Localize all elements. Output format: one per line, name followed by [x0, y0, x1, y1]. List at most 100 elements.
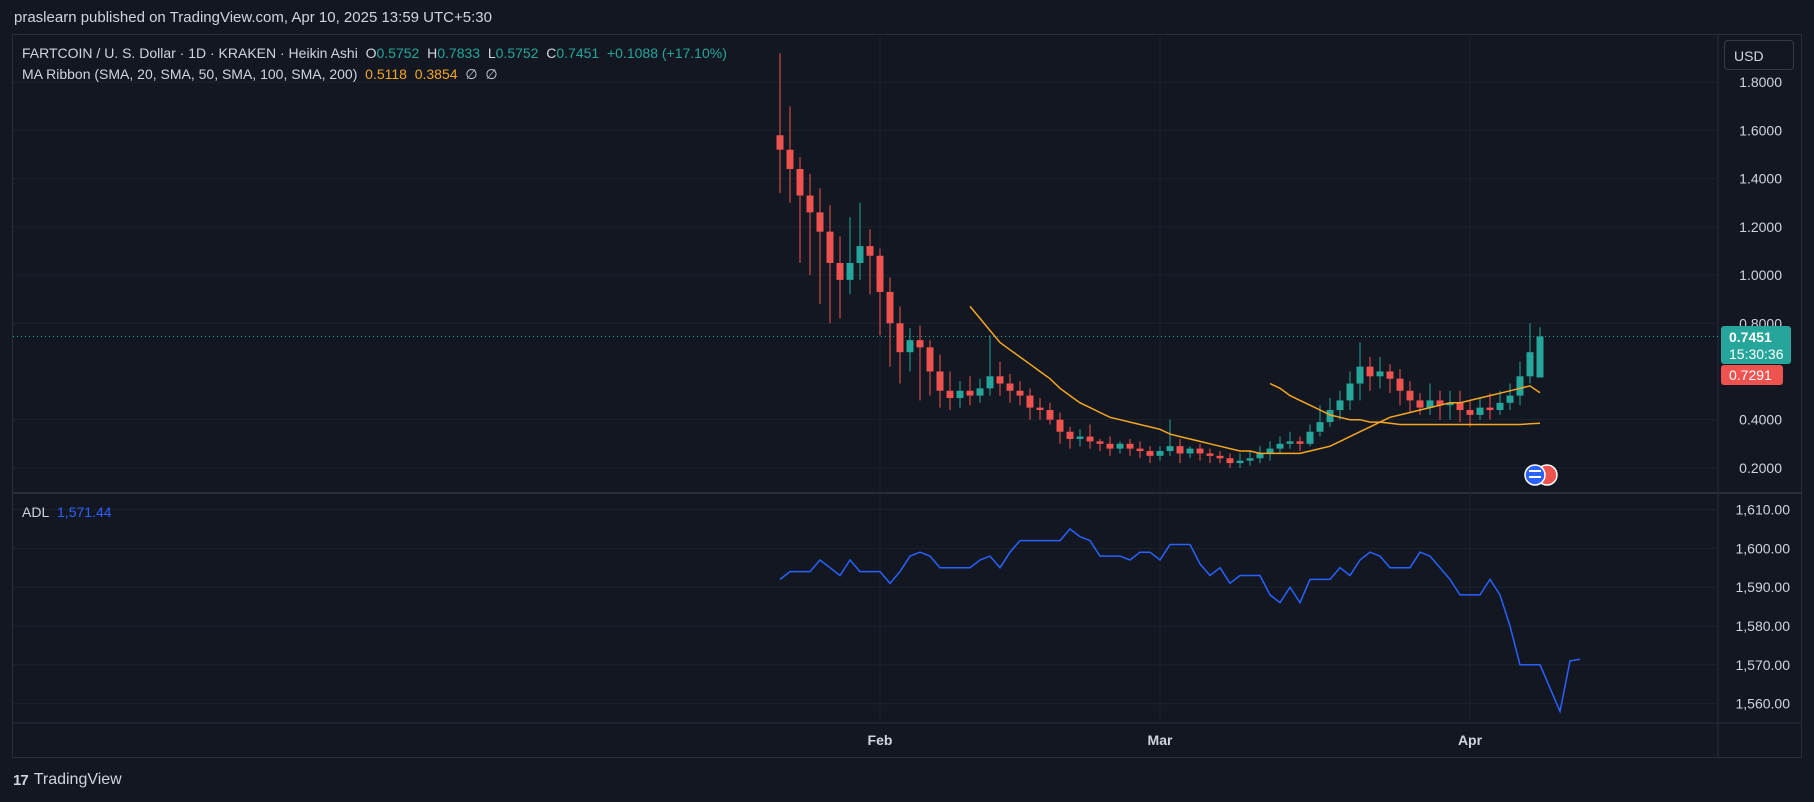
candle-body [1036, 407, 1044, 411]
candle-body [1046, 410, 1054, 420]
ma20-line [969, 305, 1541, 455]
candle-body [966, 390, 974, 396]
candle-body [1086, 436, 1094, 442]
adl-tick-label: 1,600.00 [1736, 540, 1791, 556]
candle-body [976, 388, 984, 396]
candle-body [1366, 366, 1374, 377]
candle-body [1286, 441, 1294, 444]
adl-legend: ADL 1,571.44 [22, 504, 112, 520]
candle-body [1486, 407, 1494, 411]
candle-body [1506, 395, 1514, 403]
publisher-header: praslearn published on TradingView.com, … [14, 9, 492, 26]
y-tick-label: 0.2000 [1739, 460, 1782, 476]
candle-body [1226, 458, 1234, 464]
candle-body [1196, 448, 1204, 454]
adl-label[interactable]: ADL [22, 504, 50, 520]
y-tick-label: 1.8000 [1739, 74, 1782, 90]
candle-body [1466, 410, 1474, 415]
candle-body [856, 246, 864, 263]
currency-button[interactable]: USD [1724, 40, 1794, 70]
candle-body [1416, 400, 1424, 408]
candle-body [846, 263, 854, 280]
us-flag-icon [1524, 464, 1546, 486]
candle-body [946, 390, 954, 398]
candle-body [1406, 390, 1414, 401]
candle-body [926, 347, 934, 372]
x-tick-label: Mar [1148, 732, 1173, 748]
ma-value-2: 0.3854 [414, 66, 458, 82]
adl-tick-label: 1,590.00 [1736, 579, 1791, 595]
candle-body [1386, 371, 1394, 379]
y-tick-label: 1.4000 [1739, 171, 1782, 187]
candle-body [906, 340, 914, 353]
candle-body [816, 212, 824, 232]
candle-body [1356, 366, 1364, 384]
candle-body [1346, 383, 1354, 401]
candle-body [1516, 376, 1524, 396]
candle-body [1206, 453, 1214, 456]
candle-body [1156, 451, 1164, 456]
low-value: 0.5752 [495, 45, 539, 61]
candle-body [826, 231, 834, 263]
candle-body [1256, 453, 1264, 459]
candle-body [1296, 441, 1304, 444]
candle-body [916, 340, 924, 348]
adl-value: 1,571.44 [57, 504, 112, 520]
candle-body [1306, 431, 1314, 444]
candle-body [1026, 395, 1034, 408]
candle-body [1016, 390, 1024, 396]
candle-body [1076, 436, 1084, 439]
candle-body [1246, 458, 1254, 461]
x-tick-label: Apr [1458, 732, 1483, 748]
symbol-title[interactable]: FARTCOIN / U. S. Dollar · 1D · KRAKEN · … [22, 45, 358, 61]
candle-body [876, 255, 884, 292]
candle-body [1326, 410, 1334, 423]
candle-body [1336, 400, 1344, 411]
countdown-value: 15:30:36 [1729, 346, 1784, 362]
candle-body [1426, 400, 1434, 408]
ma-price-value: 0.7291 [1729, 367, 1772, 383]
tradingview-brand: TradingView [33, 771, 122, 788]
candle-body [1456, 402, 1464, 411]
candle-body [1216, 455, 1224, 459]
candle-body [1476, 407, 1484, 415]
high-label: H [427, 45, 438, 61]
tradingview-footer[interactable]: 17 TradingView [13, 771, 122, 789]
candle-body [1056, 419, 1064, 432]
close-value: 0.7451 [556, 45, 600, 61]
ma-ribbon-legend: MA Ribbon (SMA, 20, SMA, 50, SMA, 100, S… [22, 66, 498, 83]
candle-body [1146, 451, 1154, 456]
candle-body [896, 323, 904, 353]
candle-body [996, 376, 1004, 384]
chart-frame [12, 34, 1802, 758]
candle-body [1136, 448, 1144, 452]
candle-body [936, 371, 944, 391]
open-value: 0.5752 [376, 45, 420, 61]
adl-line [779, 527, 1581, 714]
candle-body [1186, 448, 1194, 454]
candle-body [836, 263, 844, 280]
candle-body [1236, 460, 1244, 464]
candle-body [1126, 443, 1134, 449]
flag-stripe [1529, 476, 1541, 478]
candle-body [886, 291, 894, 324]
candle-body [1266, 448, 1274, 454]
ma50-line [1269, 382, 1541, 426]
candle-body [1166, 446, 1174, 452]
y-tick-label: 1.0000 [1739, 267, 1782, 283]
x-tick-label: Feb [868, 732, 893, 748]
ma-ribbon-label[interactable]: MA Ribbon (SMA, 20, SMA, 50, SMA, 100, S… [22, 66, 358, 82]
adl-tick-label: 1,610.00 [1736, 502, 1791, 518]
candle-body [1436, 400, 1444, 406]
last-price-tag: 0.7451 15:30:36 [1721, 326, 1791, 364]
adl-tick-label: 1,560.00 [1736, 696, 1791, 712]
ma-price-tag: 0.7291 [1721, 365, 1783, 385]
low-label: L [487, 45, 496, 61]
adl-tick-label: 1,580.00 [1736, 618, 1791, 634]
candle-body [1096, 441, 1104, 444]
ma-na-1: ∅ [465, 66, 478, 82]
candle-body [1276, 443, 1284, 449]
tradingview-logo-icon: 17 [13, 771, 29, 789]
candle-body [796, 168, 804, 196]
